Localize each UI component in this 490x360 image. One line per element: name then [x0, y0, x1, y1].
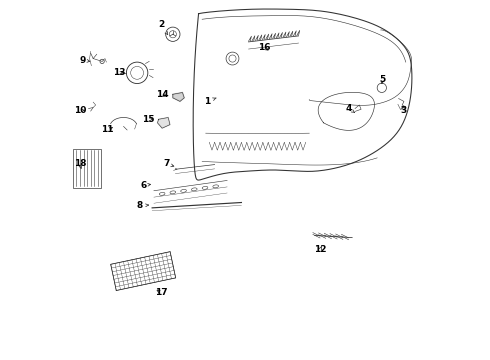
Text: 12: 12: [314, 245, 326, 254]
Text: 6: 6: [140, 181, 150, 190]
Text: 13: 13: [113, 68, 125, 77]
Text: 10: 10: [74, 106, 87, 115]
Text: 18: 18: [74, 159, 86, 168]
Text: 8: 8: [137, 201, 148, 210]
Text: 2: 2: [158, 20, 168, 35]
Text: 1: 1: [204, 97, 216, 106]
Text: 11: 11: [101, 126, 114, 135]
Text: 4: 4: [345, 104, 355, 113]
Polygon shape: [157, 117, 170, 128]
Text: 17: 17: [155, 288, 168, 297]
Text: 3: 3: [401, 106, 407, 115]
Text: 15: 15: [142, 115, 155, 124]
Polygon shape: [173, 93, 184, 102]
Bar: [73, 149, 100, 188]
Text: 5: 5: [379, 76, 386, 85]
Text: 16: 16: [258, 43, 271, 52]
Text: 14: 14: [156, 90, 169, 99]
Text: 7: 7: [163, 159, 174, 168]
Text: 9: 9: [79, 56, 90, 65]
